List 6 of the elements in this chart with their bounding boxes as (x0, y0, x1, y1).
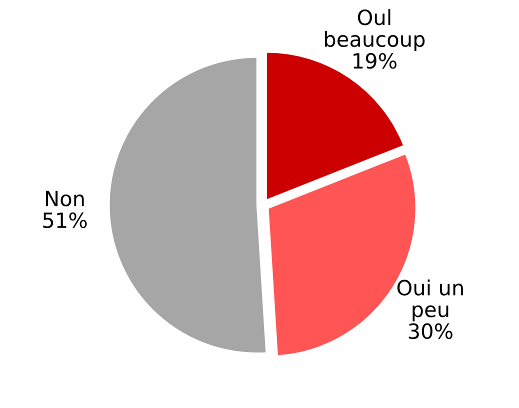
data-label: 30% (408, 323, 452, 340)
data-label: 51% (43, 212, 87, 228)
data-label: 19% (354, 53, 396, 69)
slice-label: Non (46, 190, 84, 206)
slice-label: Oul beaucoup (325, 9, 425, 52)
slice-label: Oui un peu (397, 279, 463, 322)
